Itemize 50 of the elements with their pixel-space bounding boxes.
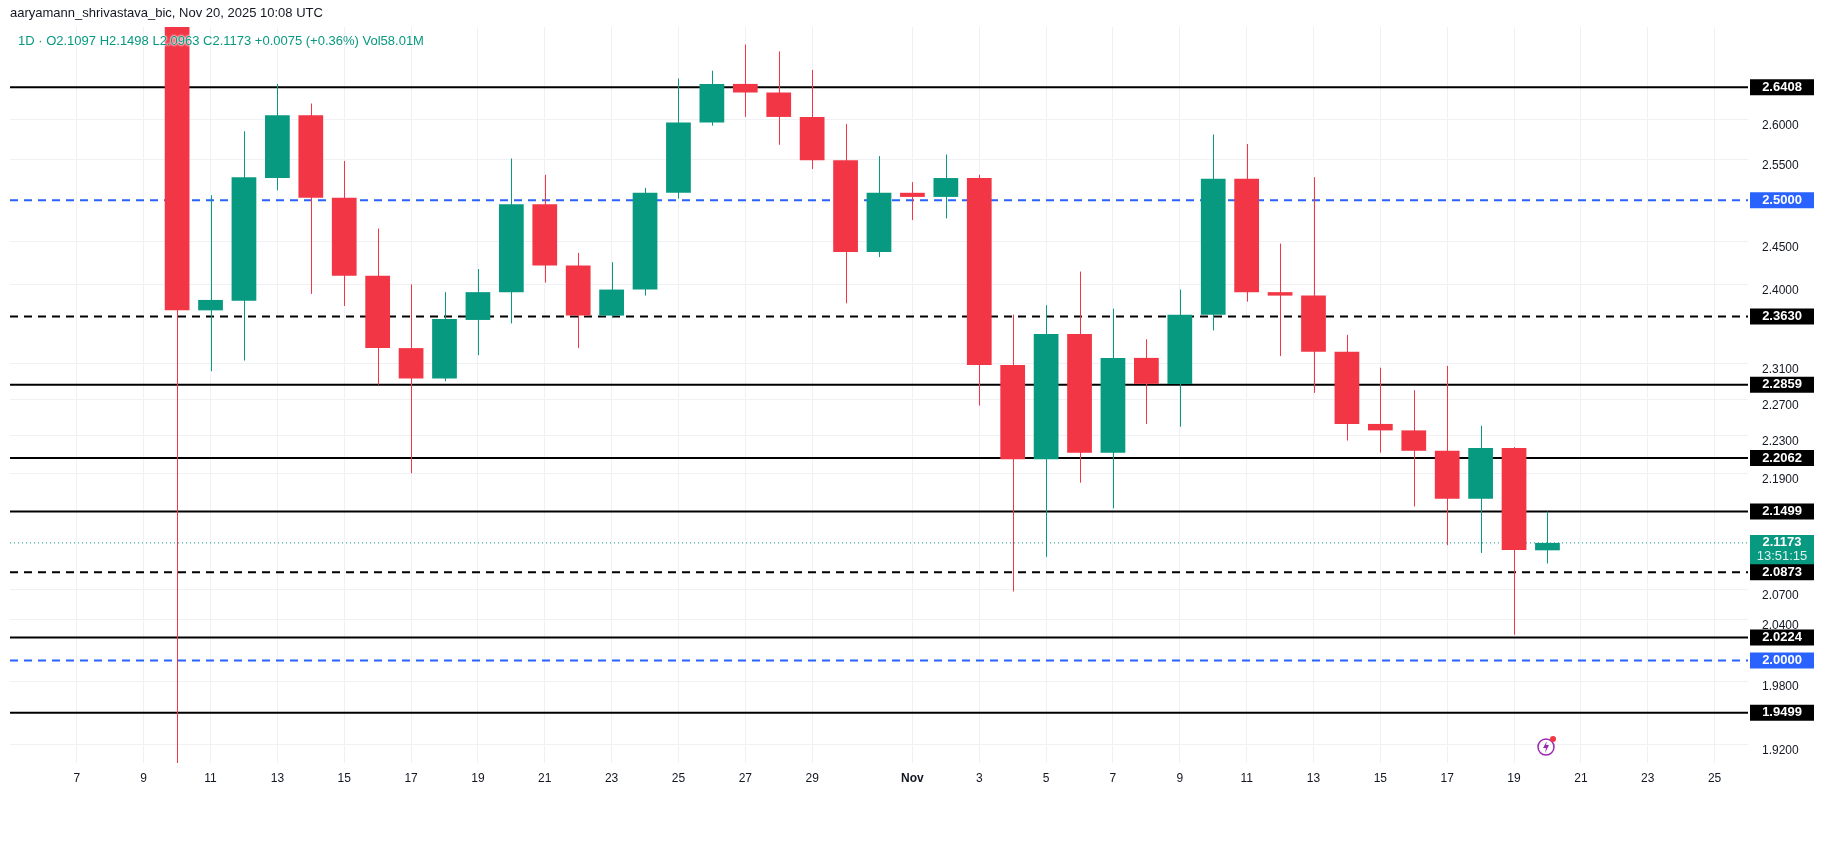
y-tick-label: 2.0700	[1762, 587, 1800, 602]
y-tick-label: 2.0400	[1762, 617, 1800, 632]
x-tick-label: 7	[73, 770, 81, 785]
ref-line-label: 2.1499	[1762, 502, 1802, 518]
ref-line-label: 2.5000	[1762, 191, 1802, 207]
x-tick-label: 29	[805, 770, 820, 785]
x-tick-label: 17	[1440, 770, 1455, 785]
y-tick-label: 2.5500	[1762, 157, 1800, 172]
ref-line-label: 2.6408	[1762, 78, 1802, 94]
text: aaryamann_shrivastava_bic, Nov 20, 2025 10:08 UTC	[10, 5, 323, 20]
x-tick-label: 11	[204, 770, 218, 785]
y-tick-label: 1.9200	[1762, 742, 1800, 757]
x-tick-label: 11	[1240, 770, 1254, 785]
x-tick-label: 23	[604, 770, 619, 785]
ref-line-label: 2.0873	[1762, 563, 1802, 579]
x-tick-label: 13	[1306, 770, 1321, 785]
x-tick-label: 17	[404, 770, 419, 785]
x-tick-label: 7	[1109, 770, 1117, 785]
x-tick-label: 15	[1373, 770, 1388, 785]
y-tick-label: 2.1900	[1762, 471, 1800, 486]
y-tick-label: 2.4000	[1762, 282, 1800, 297]
x-tick-label: 19	[471, 770, 485, 785]
ref-line-label: 2.0224	[1762, 629, 1803, 645]
ref-line-label: 2.2859	[1762, 376, 1802, 392]
y-tick-label: 1.9800	[1762, 679, 1800, 694]
y-tick-label: 2.3100	[1762, 361, 1800, 376]
ref-line-label: 2.2062	[1762, 449, 1802, 465]
x-tick-label: 9	[1176, 770, 1184, 785]
x-tick-label: Nov	[901, 770, 925, 785]
y-tick-label: 2.6000	[1762, 117, 1800, 132]
x-tick-label: 23	[1641, 770, 1655, 785]
y-tick-label: 2.2300	[1762, 434, 1800, 449]
ref-line-label: 2.1173	[1762, 534, 1802, 550]
x-tick-label: 21	[1574, 770, 1588, 785]
x-tick-label: 27	[738, 770, 753, 785]
ref-line-label: 2.0000	[1762, 652, 1802, 668]
ref-line-label: 1.9499	[1762, 704, 1802, 720]
x-tick-label: 19	[1507, 770, 1522, 785]
x-tick-label: 25	[671, 770, 686, 785]
x-tick-label: 21	[538, 770, 552, 785]
x-tick-label: 5	[1042, 770, 1050, 785]
x-tick-label: 25	[1707, 770, 1722, 785]
x-tick-label: 9	[140, 770, 148, 785]
x-tick-label: 13	[270, 770, 285, 785]
text: 13:51:15	[1756, 548, 1808, 564]
x-tick-label: 15	[337, 770, 352, 785]
y-tick-label: 2.2700	[1762, 397, 1800, 412]
x-tick-label: 3	[975, 770, 983, 785]
y-tick-label: 2.4500	[1762, 240, 1800, 255]
ref-line-label: 2.3630	[1762, 308, 1802, 324]
